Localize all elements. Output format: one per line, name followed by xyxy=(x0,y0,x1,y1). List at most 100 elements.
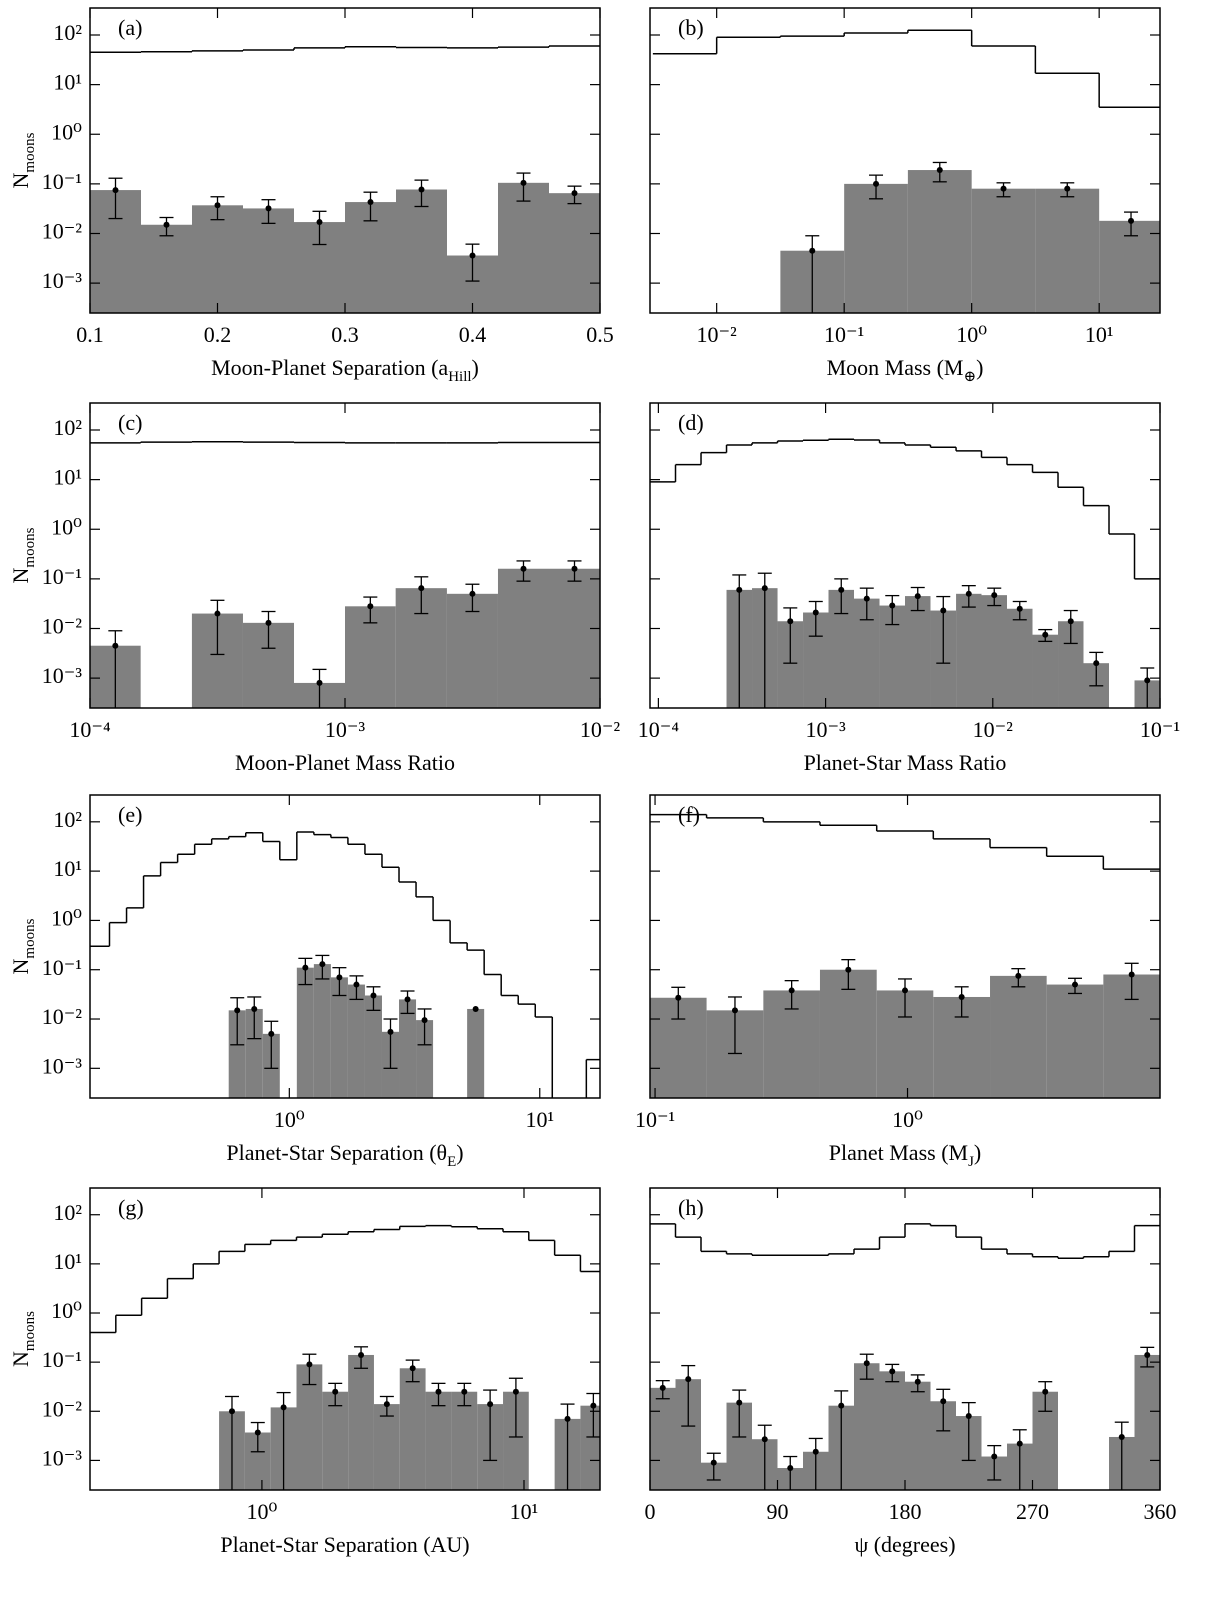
data-point xyxy=(736,586,743,593)
y-tick-label: 10⁻¹ xyxy=(42,564,82,589)
data-point xyxy=(1072,981,1079,988)
data-point xyxy=(228,1408,235,1415)
y-tick-label: 10⁻¹ xyxy=(42,955,82,980)
data-point xyxy=(280,1404,287,1411)
data-point xyxy=(1093,660,1100,667)
data-point xyxy=(472,1005,479,1012)
data-point xyxy=(1067,618,1074,625)
bar xyxy=(399,1368,426,1490)
x-axis-label-part: Moon Mass (M xyxy=(827,355,964,380)
data-point xyxy=(736,1399,743,1406)
data-point xyxy=(435,1388,442,1395)
x-axis-label-part: Moon-Planet Mass Ratio xyxy=(235,750,455,775)
bar xyxy=(396,189,447,313)
data-point xyxy=(316,679,323,686)
y-tick-label: 10⁻³ xyxy=(42,663,83,688)
data-point xyxy=(265,619,272,626)
x-axis-label-part: Planet-Star Separation (AU) xyxy=(220,1532,469,1557)
axes-frame xyxy=(649,7,1161,314)
bar xyxy=(854,1363,880,1490)
x-tick-label: 10⁻¹ xyxy=(1140,717,1180,742)
bar xyxy=(330,977,348,1098)
data-point xyxy=(1042,631,1049,638)
x-axis-label: Planet-Star Mass Ratio xyxy=(804,750,1007,775)
data-point xyxy=(889,1368,896,1375)
data-point xyxy=(845,966,852,973)
x-tick-label: 10⁻¹ xyxy=(635,1107,675,1132)
x-tick-label: 10¹ xyxy=(525,1107,554,1132)
bar xyxy=(956,593,982,708)
data-point xyxy=(418,186,425,193)
data-point xyxy=(332,1388,339,1395)
x-axis-label: Planet-Star Separation (AU) xyxy=(220,1532,469,1557)
bar xyxy=(879,1371,905,1490)
data-point xyxy=(370,992,377,999)
y-tick-label: 10¹ xyxy=(53,856,82,881)
data-point xyxy=(316,219,323,226)
data-point xyxy=(991,592,998,599)
bar xyxy=(498,182,549,313)
x-tick-label: 10⁻⁴ xyxy=(638,717,680,742)
data-point xyxy=(254,1429,261,1436)
x-tick-label: 10⁰ xyxy=(247,1499,278,1524)
x-tick-label: 0.4 xyxy=(459,322,487,347)
data-point xyxy=(863,595,870,602)
axes-frame xyxy=(89,794,601,1099)
axes-frame xyxy=(649,402,1161,709)
bar xyxy=(549,568,600,708)
data-point xyxy=(710,1459,717,1466)
data-point xyxy=(787,618,794,625)
plot-area xyxy=(90,45,600,313)
data-point xyxy=(685,1376,692,1383)
x-tick-label: 0 xyxy=(645,1499,656,1524)
y-tick-label: 10⁰ xyxy=(51,1298,82,1323)
data-point xyxy=(659,1384,666,1391)
y-tick-label: 10⁻¹ xyxy=(42,169,82,194)
x-tick-label: 10⁻² xyxy=(973,717,1014,742)
data-point xyxy=(1128,971,1135,978)
data-point xyxy=(863,1360,870,1367)
x-tick-label: 180 xyxy=(889,1499,922,1524)
data-point xyxy=(461,1388,468,1395)
plot-area xyxy=(650,813,1160,1098)
panel-label: (e) xyxy=(118,802,142,827)
data-point xyxy=(302,964,309,971)
x-axis-label-part: E xyxy=(447,1154,456,1170)
y-tick-label: 10⁻¹ xyxy=(42,1347,82,1372)
data-point xyxy=(214,610,221,617)
x-axis-label-part: ) xyxy=(472,355,479,380)
x-tick-label: 10⁻⁴ xyxy=(69,717,111,742)
data-point xyxy=(112,642,119,649)
x-axis-label-part: ) xyxy=(456,1140,463,1165)
bar xyxy=(844,183,908,313)
panel-label: (f) xyxy=(678,802,700,827)
data-point xyxy=(358,1351,365,1358)
data-point xyxy=(1016,1440,1023,1447)
bar xyxy=(451,1391,478,1490)
data-point xyxy=(409,1365,416,1372)
x-tick-label: 10⁰ xyxy=(956,322,987,347)
data-point xyxy=(838,1402,845,1409)
x-tick-label: 10¹ xyxy=(510,1499,539,1524)
data-point xyxy=(251,1005,258,1012)
y-tick-label: 10¹ xyxy=(53,1249,82,1274)
x-tick-label: 10⁻³ xyxy=(325,717,366,742)
x-axis-label: Planet-Star Separation (θE) xyxy=(226,1140,463,1170)
plot-area xyxy=(90,1224,600,1490)
y-axis-label-part: N xyxy=(8,1351,33,1367)
x-tick-label: 0.5 xyxy=(586,322,614,347)
data-point xyxy=(958,993,965,1000)
bar xyxy=(192,205,243,313)
panel-label: (g) xyxy=(118,1195,144,1220)
bar xyxy=(348,1354,374,1490)
data-point xyxy=(902,987,909,994)
bar xyxy=(650,1387,676,1490)
bar xyxy=(990,975,1047,1098)
data-point xyxy=(812,609,819,616)
y-tick-label: 10⁻³ xyxy=(42,1445,83,1470)
data-point xyxy=(991,1453,998,1460)
data-point xyxy=(1042,1388,1049,1395)
data-point xyxy=(353,981,360,988)
data-point xyxy=(936,167,943,174)
